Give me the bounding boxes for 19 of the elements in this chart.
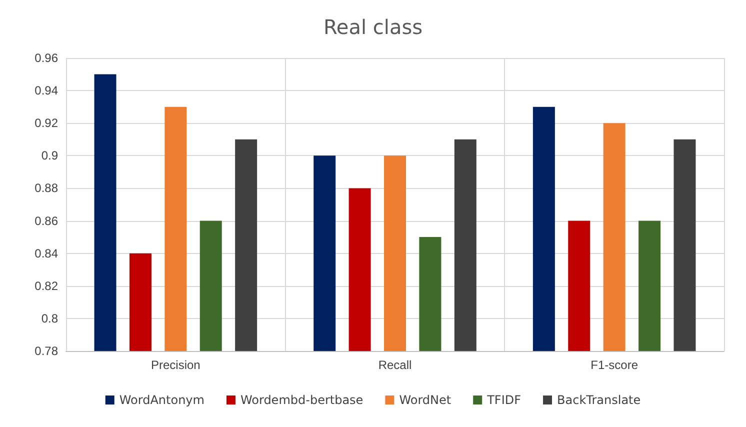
y-tick-label: 0.88 <box>34 181 58 196</box>
legend-label: WordNet <box>399 393 452 407</box>
legend-label: BackTranslate <box>557 393 641 407</box>
x-tick-label: Precision <box>150 358 200 372</box>
y-tick-label: 0.86 <box>34 214 58 228</box>
y-tick-label: 0.78 <box>34 344 58 358</box>
legend-label: Wordembd-bertbase <box>240 393 364 407</box>
x-tick-label: F1-score <box>590 358 638 372</box>
y-tick-label: 0.96 <box>34 51 58 65</box>
y-tick-label: 0.82 <box>34 278 58 293</box>
y-tick-label: 0.84 <box>34 246 58 260</box>
y-tick-label: 0.94 <box>34 84 58 98</box>
y-tick-label: 0.8 <box>41 311 58 326</box>
legend-label: TFIDF <box>486 393 522 407</box>
chart-title: Real class <box>323 15 423 39</box>
x-tick-label: Recall <box>378 358 412 372</box>
y-tick-label: 0.9 <box>41 148 58 163</box>
legend-label: WordAntonym <box>119 393 204 407</box>
y-tick-label: 0.92 <box>34 116 58 130</box>
